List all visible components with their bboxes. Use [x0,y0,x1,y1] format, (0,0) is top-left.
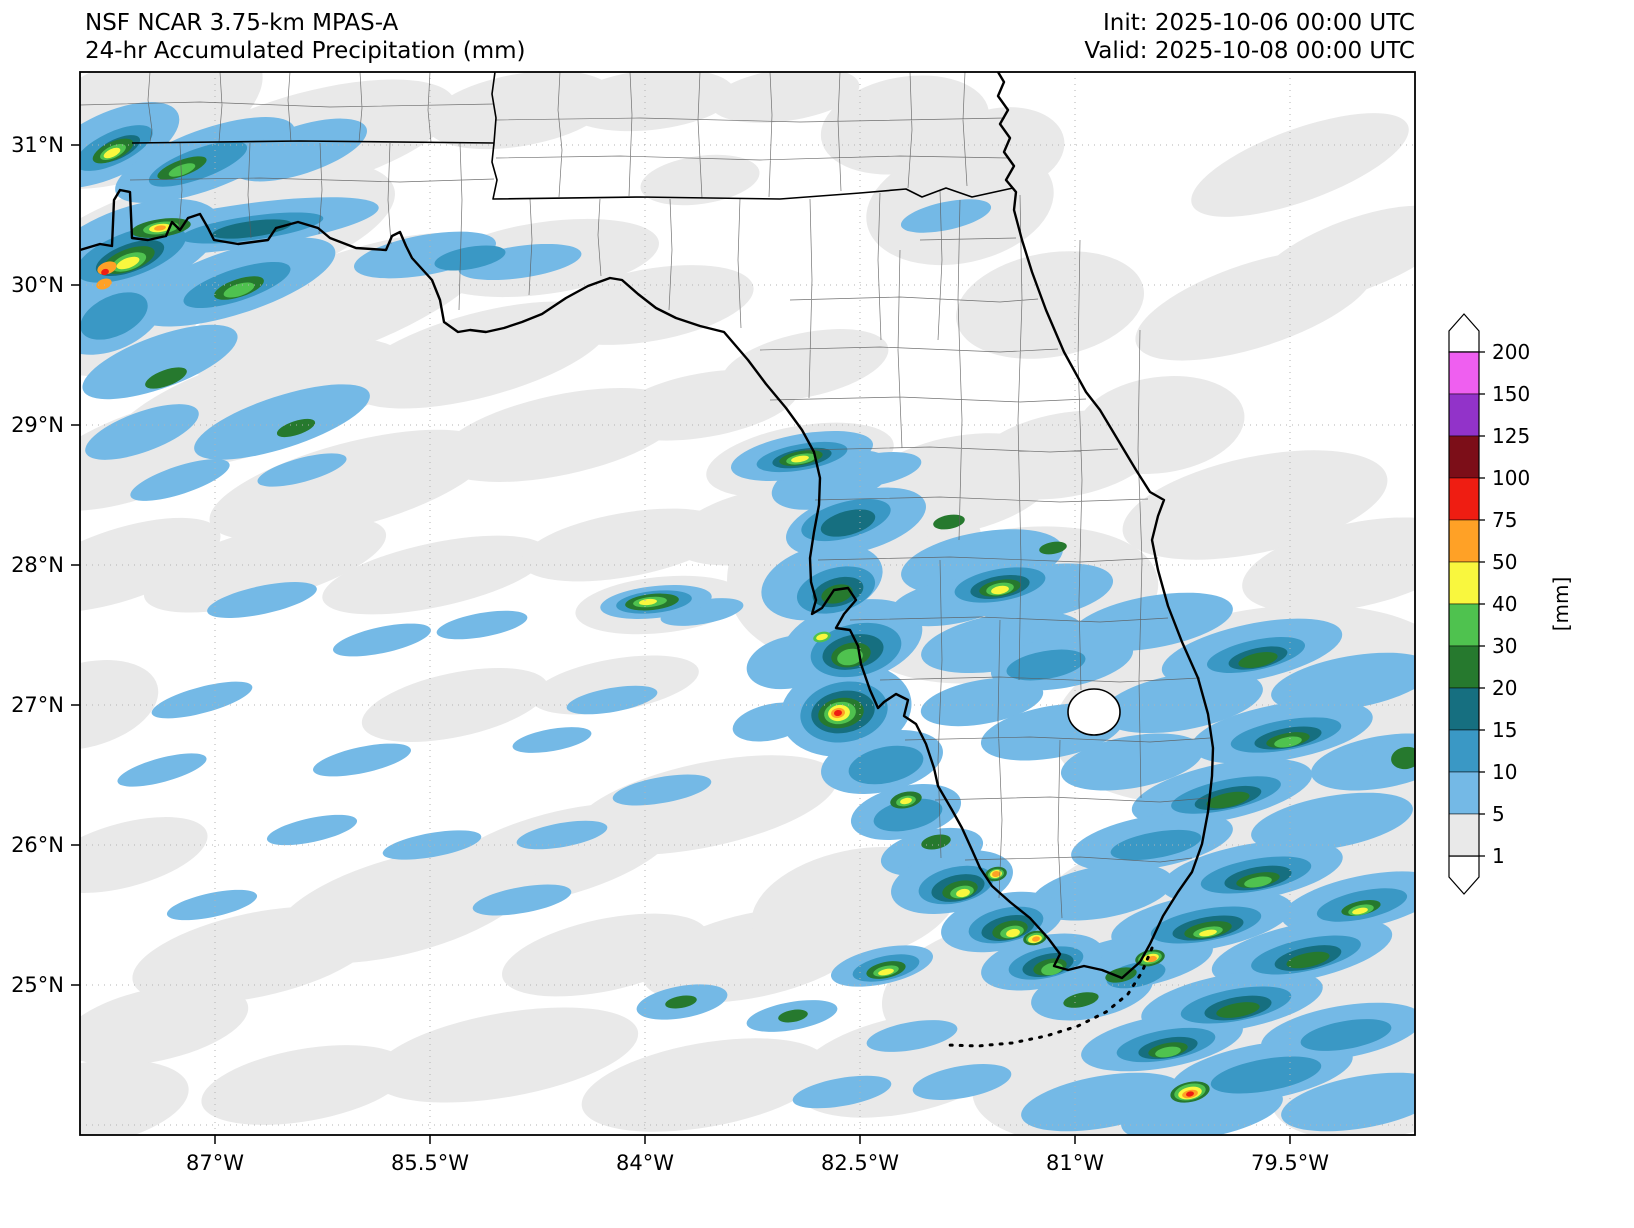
colorbar-tick-label: 200 [1492,340,1530,364]
product-title: 24-hr Accumulated Precipitation (mm) [85,38,525,64]
colorbar-unit-label: [mm] [1549,577,1573,632]
graticule-gridlines [80,72,1415,1135]
lon-tick-label: 84°W [616,1151,674,1175]
colorbar-tick-label: 150 [1492,382,1530,406]
x-axis-labels: 87°W 85.5°W 84°W 82.5°W 81°W 79.5°W [186,1151,1329,1175]
colorbar-tick-label: 125 [1492,424,1530,448]
lat-tick-label: 28°N [11,553,64,577]
lat-tick-label: 29°N [11,413,64,437]
colorbar-tick-marks [1479,351,1485,857]
colorbar-tick-label: 100 [1492,466,1530,490]
florida-keys [946,946,1154,1048]
init-time: Init: 2025-10-06 00:00 UTC [1103,10,1415,36]
colorbar-segment [1448,771,1480,815]
lon-tick-label: 87°W [186,1151,244,1175]
colorbar-over-arrow [1448,313,1480,353]
colorbar-tick-label: 15 [1492,718,1517,742]
map-frame [79,71,1416,1136]
lat-tick-label: 27°N [11,693,64,717]
colorbar-segment [1448,813,1480,857]
colorbar-tick-label: 40 [1492,592,1517,616]
model-title: NSF NCAR 3.75-km MPAS-A [85,10,399,36]
x-axis-ticks [214,1135,1291,1144]
colorbar-segment [1448,645,1480,689]
colorbar-tick-label: 20 [1492,676,1517,700]
coastline [80,72,1215,980]
lat-tick-label: 31°N [11,133,64,157]
colorbar-tick-label: 50 [1492,550,1517,574]
y-axis-labels: 31°N 30°N 29°N 28°N 27°N 26°N 25°N [11,133,64,997]
geography [80,72,1215,1048]
valid-time: Valid: 2025-10-08 00:00 UTC [1084,38,1415,64]
lon-tick-label: 81°W [1046,1151,1104,1175]
state-borders [131,72,1014,200]
y-axis-ticks [71,144,80,986]
lake-okeechobee [1067,688,1121,736]
precip-layer-75mm [101,268,1194,1097]
precip-field [80,72,1415,1135]
lat-tick-label: 25°N [11,973,64,997]
colorbar-segment [1448,729,1480,773]
colorbar-segment [1448,519,1480,563]
colorbar-under-arrow [1448,855,1480,895]
colorbar-segment [1448,603,1480,647]
colorbar-tick-label: 1 [1492,844,1505,868]
colorbar-segment [1448,351,1480,395]
county-borders [80,72,1211,919]
colorbar-tick-label: 10 [1492,760,1517,784]
lon-tick-label: 79.5°W [1251,1151,1329,1175]
colorbar-segment [1448,561,1480,605]
lon-tick-label: 85.5°W [391,1151,469,1175]
colorbar-segment [1448,435,1480,479]
colorbar: 200 150 125 100 75 50 40 30 20 15 10 5 1… [1448,313,1573,895]
precip-layer-5mm [80,102,1415,1135]
colorbar-segment [1448,477,1480,521]
colorbar-tick-label: 30 [1492,634,1517,658]
lon-tick-label: 82.5°W [821,1151,899,1175]
colorbar-tick-label: 5 [1492,802,1505,826]
colorbar-segment [1448,393,1480,437]
colorbar-tick-label: 75 [1492,508,1517,532]
lat-tick-label: 30°N [11,273,64,297]
precip-layer-40mm [103,147,1368,1100]
lat-tick-label: 26°N [11,833,64,857]
colorbar-segment [1448,687,1480,731]
